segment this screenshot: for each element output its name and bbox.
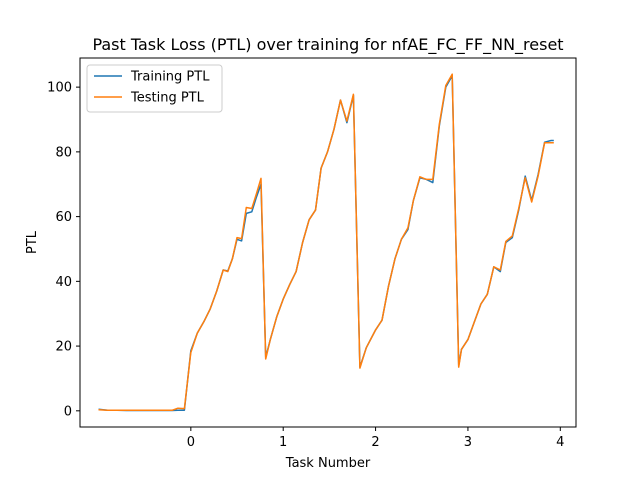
x-axis: 0 1 2 3 4: [187, 427, 564, 450]
legend-label: Testing PTL: [130, 91, 205, 106]
legend: Training PTL Testing PTL: [86, 64, 223, 113]
y-axis: 0 20 40 60 80 100: [47, 81, 80, 419]
x-tick-label: 4: [556, 435, 564, 450]
x-tick-label: 0: [187, 435, 195, 450]
axes-frame: [79, 57, 577, 428]
series-line: [98, 73, 554, 411]
chart-title: Past Task Loss (PTL) over training for n…: [92, 35, 563, 55]
legend-label: Training PTL: [130, 70, 210, 85]
x-tick-label: 2: [371, 435, 379, 450]
y-tick-label: 100: [47, 81, 72, 96]
series-line: [98, 75, 554, 412]
y-tick-label: 80: [55, 145, 72, 160]
x-axis-label: Task Number: [285, 456, 371, 471]
y-axis-label: PTL: [25, 230, 40, 254]
y-tick-label: 40: [55, 275, 72, 290]
x-tick-label: 1: [279, 435, 287, 450]
x-tick-label: 3: [464, 435, 472, 450]
series-lines: [98, 73, 554, 412]
y-tick-label: 20: [55, 340, 72, 355]
y-tick-label: 60: [55, 210, 72, 225]
plot-area: 0 1 2 3 4 0 20 40 60 80 100: [47, 57, 577, 450]
y-tick-label: 0: [64, 404, 72, 419]
